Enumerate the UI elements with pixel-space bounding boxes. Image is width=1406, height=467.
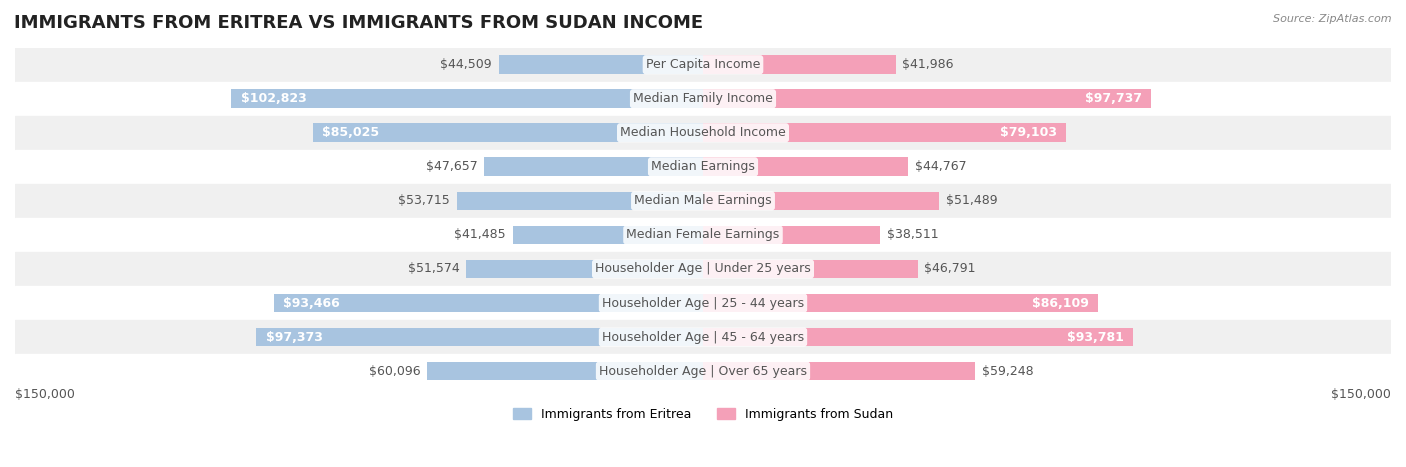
Text: $97,737: $97,737 <box>1085 92 1142 105</box>
Text: Per Capita Income: Per Capita Income <box>645 58 761 71</box>
Text: $44,509: $44,509 <box>440 58 492 71</box>
Bar <box>703 56 896 74</box>
Text: Householder Age | Over 65 years: Householder Age | Over 65 years <box>599 365 807 378</box>
Bar <box>467 260 703 278</box>
Text: $93,466: $93,466 <box>284 297 340 310</box>
Bar <box>15 82 1391 116</box>
Text: $102,823: $102,823 <box>240 92 307 105</box>
Text: $60,096: $60,096 <box>368 365 420 378</box>
Text: $51,489: $51,489 <box>946 194 998 207</box>
Bar <box>15 218 1391 252</box>
Text: $59,248: $59,248 <box>981 365 1033 378</box>
Text: $41,485: $41,485 <box>454 228 506 241</box>
Text: IMMIGRANTS FROM ERITREA VS IMMIGRANTS FROM SUDAN INCOME: IMMIGRANTS FROM ERITREA VS IMMIGRANTS FR… <box>14 14 703 32</box>
Legend: Immigrants from Eritrea, Immigrants from Sudan: Immigrants from Eritrea, Immigrants from… <box>508 403 898 426</box>
Bar <box>15 320 1391 354</box>
Text: $79,103: $79,103 <box>1000 126 1057 139</box>
Bar <box>274 294 703 312</box>
Bar <box>15 252 1391 286</box>
Text: $41,986: $41,986 <box>903 58 953 71</box>
Bar <box>703 294 1098 312</box>
Text: $93,781: $93,781 <box>1067 331 1123 344</box>
Text: Householder Age | 25 - 44 years: Householder Age | 25 - 44 years <box>602 297 804 310</box>
Text: Householder Age | 45 - 64 years: Householder Age | 45 - 64 years <box>602 331 804 344</box>
Text: $85,025: $85,025 <box>322 126 380 139</box>
Text: Median Male Earnings: Median Male Earnings <box>634 194 772 207</box>
Text: Source: ZipAtlas.com: Source: ZipAtlas.com <box>1274 14 1392 24</box>
Bar <box>15 286 1391 320</box>
Bar <box>232 89 703 108</box>
Text: Median Female Earnings: Median Female Earnings <box>627 228 779 241</box>
Text: $150,000: $150,000 <box>15 388 75 401</box>
Text: $53,715: $53,715 <box>398 194 450 207</box>
Bar <box>15 354 1391 388</box>
Bar <box>15 150 1391 184</box>
Bar <box>703 328 1133 347</box>
Text: Householder Age | Under 25 years: Householder Age | Under 25 years <box>595 262 811 276</box>
Bar <box>703 362 974 381</box>
Text: Median Household Income: Median Household Income <box>620 126 786 139</box>
Text: $46,791: $46,791 <box>925 262 976 276</box>
Text: $38,511: $38,511 <box>887 228 938 241</box>
Bar <box>499 56 703 74</box>
Bar <box>513 226 703 244</box>
Text: $47,657: $47,657 <box>426 160 478 173</box>
Bar <box>703 157 908 176</box>
Bar <box>15 48 1391 82</box>
Bar <box>485 157 703 176</box>
Text: $86,109: $86,109 <box>1032 297 1088 310</box>
Bar <box>427 362 703 381</box>
Bar <box>703 226 880 244</box>
Bar <box>15 184 1391 218</box>
Text: $150,000: $150,000 <box>1331 388 1391 401</box>
Bar <box>703 123 1066 142</box>
Bar <box>314 123 703 142</box>
Text: Median Earnings: Median Earnings <box>651 160 755 173</box>
Text: Median Family Income: Median Family Income <box>633 92 773 105</box>
Bar <box>457 191 703 210</box>
Bar <box>703 260 918 278</box>
Bar <box>703 89 1152 108</box>
Bar <box>703 191 939 210</box>
Bar <box>256 328 703 347</box>
Bar <box>15 116 1391 150</box>
Text: $51,574: $51,574 <box>408 262 460 276</box>
Text: $44,767: $44,767 <box>915 160 967 173</box>
Text: $97,373: $97,373 <box>266 331 322 344</box>
